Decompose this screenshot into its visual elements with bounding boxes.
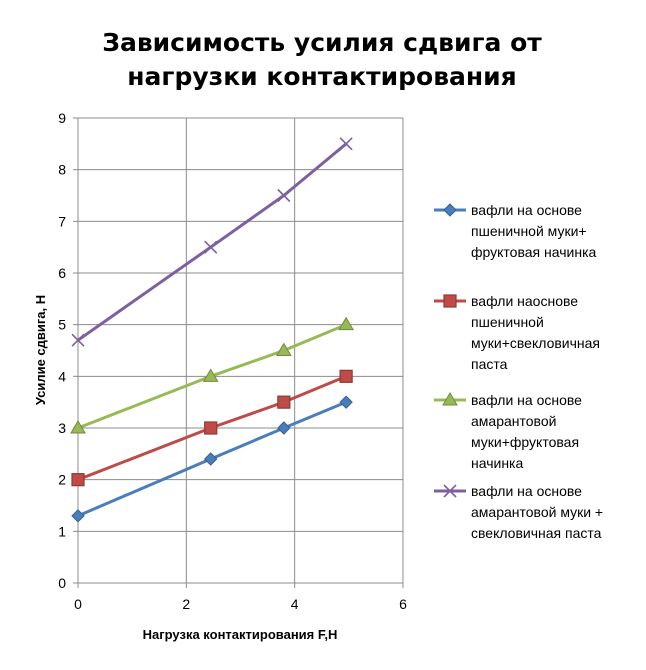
y-tick-label-9: 9 <box>58 110 66 126</box>
series-4-point-2-stroke-b <box>204 240 218 254</box>
series-layer <box>70 137 354 523</box>
legend-label-3-line-3: муки+фруктовая <box>471 434 579 450</box>
series-4-point-1-stroke-b <box>71 333 85 347</box>
legend-label-3-line-1: вафли на основе <box>471 392 582 408</box>
x-tick-label-4: 4 <box>291 596 299 612</box>
series-2 <box>71 369 353 487</box>
legend-swatch-marker-4 <box>443 484 457 498</box>
series-2-point-4 <box>339 369 353 383</box>
series-1-point-1 <box>71 509 85 523</box>
y-tick-label-0: 0 <box>58 575 66 591</box>
series-1-point-2 <box>204 452 218 466</box>
y-tick-label-3: 3 <box>58 420 66 436</box>
legend-label-2-line-3: муки+свекловичная <box>471 335 600 351</box>
series-4-line <box>77 142 348 342</box>
series-4-point-3 <box>277 188 291 203</box>
gridlines <box>78 117 404 583</box>
x-axis-title: Нагрузка контактирования F,H <box>143 627 338 642</box>
series-1-point-4 <box>339 395 353 409</box>
series-3 <box>70 316 354 434</box>
series-2-point-1 <box>71 473 85 487</box>
series-2-point-2 <box>204 421 218 435</box>
series-3-line <box>77 323 347 430</box>
series-2-point-3 <box>277 395 291 409</box>
series-3-point-4 <box>338 316 354 331</box>
y-tick-label-4: 4 <box>58 368 66 384</box>
series-3-point-2 <box>202 368 219 382</box>
y-tick-label-1: 1 <box>58 523 66 539</box>
series-1-point-3 <box>277 421 291 435</box>
series-3-point-1 <box>70 420 86 434</box>
y-tick-label-5: 5 <box>58 317 66 333</box>
legend-label-4-line-2: амарантовой муки + <box>471 504 603 520</box>
legend-label-1-line-2: пшеничной муки+ <box>471 223 587 239</box>
series-3-point-3 <box>275 342 292 356</box>
series-4-point-2 <box>204 240 218 254</box>
series-4 <box>71 137 353 347</box>
legend-swatch-marker-2 <box>443 294 457 308</box>
legend-swatch-marker-4-stroke-b <box>443 484 457 498</box>
series-4-point-1 <box>71 333 85 347</box>
chart-title-line-2: нагрузки контактирования <box>127 62 516 91</box>
legend-entry-4: вафли на основе амарантовой муки + свеклов… <box>434 483 603 541</box>
legend-entry-1: вафли на основе пшеничной муки+ фруктовая … <box>434 202 596 260</box>
legend-label-2-line-4: паста <box>471 356 508 372</box>
y-tick-label-7: 7 <box>58 213 66 229</box>
series-2-line <box>77 374 347 482</box>
x-tick-label-6: 6 <box>399 596 407 612</box>
legend-label-4-line-3: свекловичная паста <box>471 525 602 541</box>
y-tick-label-2: 2 <box>58 472 66 488</box>
legend-entry-2: вафли наоснове пшеничной муки+свекловичная… <box>434 293 600 372</box>
legend-label-1-line-1: вафли на основе <box>471 202 582 218</box>
y-tick-label-6: 6 <box>58 265 66 281</box>
series-1 <box>71 395 353 523</box>
legend: вафли на основе пшеничной муки+ фруктовая … <box>434 202 603 541</box>
series-4-point-4 <box>339 137 353 151</box>
series-4-point-3-stroke-b <box>277 188 291 203</box>
legend-swatch-marker-3 <box>442 392 458 406</box>
legend-label-2-line-1: вафли наоснове <box>471 293 578 309</box>
legend-swatch-marker-1 <box>443 203 457 217</box>
legend-label-4-line-1: вафли на основе <box>471 483 582 499</box>
chart-title-line-1: Зависимость усилия сдвига от <box>102 28 542 57</box>
legend-label-3-line-4: начинка <box>471 455 523 471</box>
legend-entry-3: вафли на основе амарантовой муки+фруктовая… <box>434 392 582 471</box>
tick-labels: 0 1 2 3 4 5 6 7 8 9 0 2 4 6 <box>58 110 407 612</box>
axes <box>73 117 404 588</box>
legend-label-1-line-3: фруктовая начинка <box>471 244 596 260</box>
legend-label-2-line-2: пшеничной <box>471 314 544 330</box>
legend-label-3-line-2: амарантовой <box>471 413 556 429</box>
x-tick-label-0: 0 <box>74 596 82 612</box>
x-tick-label-2: 2 <box>182 596 190 612</box>
y-tick-label-8: 8 <box>58 162 66 178</box>
series-4-point-4-stroke-b <box>339 137 353 151</box>
y-axis-title: Усилие сдвига, Н <box>33 295 48 405</box>
series-1-line <box>77 400 347 518</box>
